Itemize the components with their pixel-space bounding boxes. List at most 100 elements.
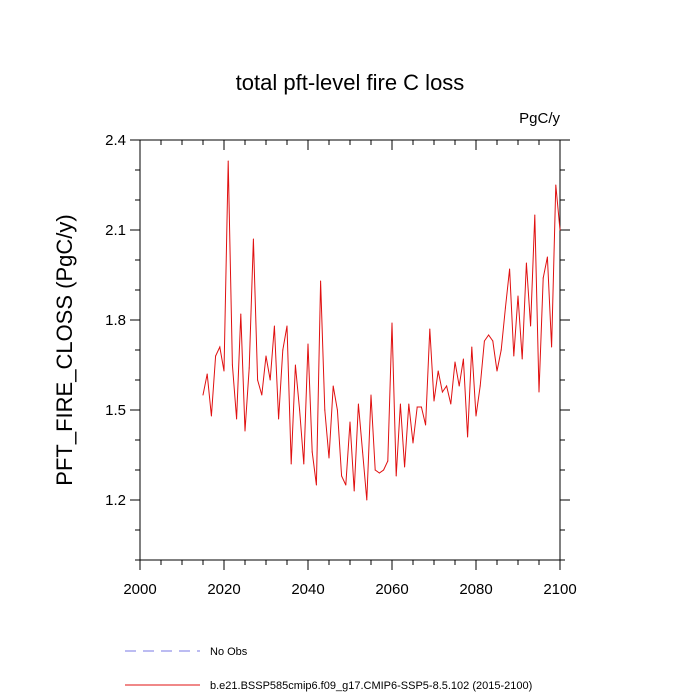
data-point [496, 370, 498, 372]
data-point [210, 415, 212, 417]
data-point [542, 277, 544, 279]
legend: No Obs b.e21.BSSP585cmip6.f09_g17.CMIP6-… [125, 646, 532, 692]
data-point [437, 370, 439, 372]
data-point [261, 394, 263, 396]
data-point [504, 307, 506, 309]
y-axis-label: PFT_FIRE_CLOSS (PgC/y) [52, 214, 77, 485]
data-point [227, 160, 229, 162]
data-point [404, 466, 406, 468]
data-point [534, 214, 536, 216]
data-point [332, 385, 334, 387]
data-point [252, 238, 254, 240]
data-point [336, 409, 338, 411]
y-tick-label: 1.2 [105, 492, 126, 509]
data-point [408, 403, 410, 405]
data-point [362, 451, 364, 453]
x-tick-label: 2100 [543, 581, 576, 598]
data-point [278, 418, 280, 420]
data-point [378, 472, 380, 474]
data-point [509, 268, 511, 270]
data-point [412, 442, 414, 444]
y-tick-label: 2.4 [105, 132, 126, 149]
data-point [391, 322, 393, 324]
data-point [315, 484, 317, 486]
legend-label-no-obs: No Obs [210, 646, 248, 658]
data-point [273, 325, 275, 327]
data-point [240, 313, 242, 315]
data-point [458, 385, 460, 387]
data-point [320, 280, 322, 282]
data-point [454, 361, 456, 363]
data-point [530, 325, 532, 327]
data-point [236, 418, 238, 420]
data-point [223, 370, 225, 372]
data-point [488, 334, 490, 336]
data-point [299, 409, 301, 411]
units-label: PgC/y [519, 110, 560, 127]
data-point [513, 355, 515, 357]
data-point [521, 358, 523, 360]
x-tick-label: 2000 [123, 581, 156, 598]
x-tick-label: 2060 [375, 581, 408, 598]
data-point [374, 469, 376, 471]
data-point [290, 463, 292, 465]
series-line [202, 160, 561, 501]
data-point [357, 403, 359, 405]
legend-label-simulation: b.e21.BSSP585cmip6.f09_g17.CMIP6-SSP5-8.… [210, 680, 532, 692]
data-point [500, 349, 502, 351]
data-point [555, 184, 557, 186]
data-point [383, 469, 385, 471]
data-point [483, 340, 485, 342]
data-point [551, 346, 553, 348]
data-point [462, 358, 464, 360]
data-point [219, 346, 221, 348]
y-tick-label: 1.5 [105, 402, 126, 419]
data-point [328, 457, 330, 459]
chart-title: total pft-level fire C loss [236, 70, 465, 95]
data-point [441, 391, 443, 393]
data-point [366, 499, 368, 501]
data-point [467, 436, 469, 438]
data-point [231, 364, 233, 366]
data-point [525, 262, 527, 264]
data-point [269, 379, 271, 381]
data-point [215, 355, 217, 357]
x-tick-label: 2020 [207, 581, 240, 598]
data-point [202, 394, 204, 396]
data-point [446, 385, 448, 387]
data-point [307, 343, 309, 345]
data-point [492, 340, 494, 342]
data-point [420, 406, 422, 408]
plot-area-frame [139, 139, 561, 561]
data-point [206, 373, 208, 375]
data-point [425, 424, 427, 426]
data-point [345, 484, 347, 486]
data-point [475, 415, 477, 417]
data-point [341, 475, 343, 477]
data-point [286, 325, 288, 327]
data-point [324, 409, 326, 411]
data-point [546, 256, 548, 258]
data-point [370, 394, 372, 396]
data-point [282, 349, 284, 351]
data-point [538, 391, 540, 393]
data-point [433, 400, 435, 402]
data-point [257, 379, 259, 381]
x-tick-label: 2080 [459, 581, 492, 598]
data-point [303, 463, 305, 465]
data-point [471, 346, 473, 348]
data-point [248, 367, 250, 369]
data-point [517, 295, 519, 297]
data-series [202, 160, 561, 501]
axis-ticks [130, 139, 570, 570]
data-point [429, 328, 431, 330]
x-tick-label: 2040 [291, 581, 324, 598]
data-point [399, 403, 401, 405]
data-point [244, 430, 246, 432]
axis-tick-labels: 2000 2020 2040 2060 2080 2100 1.2 1.5 1.8 2.1 2.4 [105, 132, 577, 598]
data-point [387, 460, 389, 462]
data-point [395, 475, 397, 477]
data-point [311, 451, 313, 453]
y-tick-label: 1.8 [105, 312, 126, 329]
